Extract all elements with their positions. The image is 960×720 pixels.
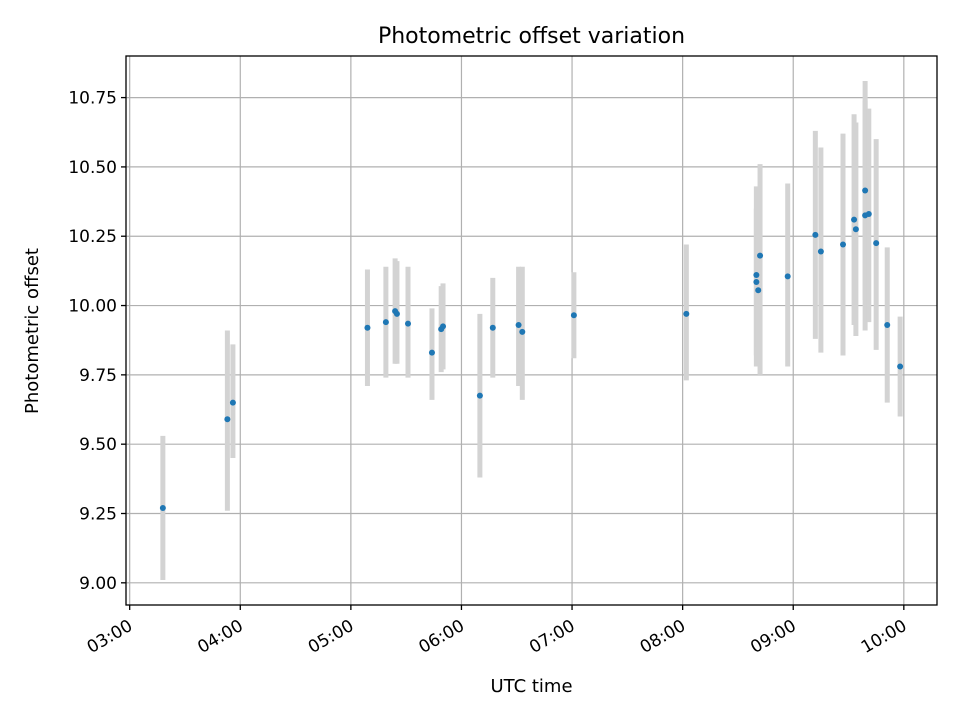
point-layer bbox=[159, 187, 904, 511]
data-point bbox=[784, 273, 791, 280]
data-point bbox=[515, 321, 522, 328]
data-point bbox=[897, 363, 904, 370]
data-point bbox=[364, 324, 371, 331]
data-point bbox=[159, 504, 166, 511]
data-point bbox=[393, 310, 400, 317]
data-point bbox=[755, 287, 762, 294]
data-point bbox=[570, 312, 577, 319]
data-point bbox=[873, 240, 880, 247]
y-tick-label: 10.25 bbox=[68, 227, 117, 247]
data-point bbox=[852, 226, 859, 233]
x-axis-label: UTC time bbox=[490, 676, 572, 697]
chart-title: Photometric offset variation bbox=[378, 24, 685, 49]
data-point bbox=[753, 278, 760, 285]
y-tick-label: 10.75 bbox=[68, 89, 117, 109]
y-tick-label: 9.00 bbox=[79, 574, 117, 594]
data-point bbox=[440, 323, 447, 330]
data-point bbox=[865, 211, 872, 218]
y-tick-label: 10.00 bbox=[68, 297, 117, 317]
data-point bbox=[224, 416, 231, 423]
data-point bbox=[839, 241, 846, 248]
data-point bbox=[757, 252, 764, 259]
y-tick-label: 9.75 bbox=[79, 366, 117, 386]
data-point bbox=[476, 392, 483, 399]
data-point bbox=[683, 310, 690, 317]
grid-layer bbox=[126, 56, 937, 605]
y-tick-label: 9.50 bbox=[79, 435, 117, 455]
data-point bbox=[753, 272, 760, 279]
data-point bbox=[862, 187, 869, 194]
data-point bbox=[489, 324, 496, 331]
data-point bbox=[519, 328, 526, 335]
data-point bbox=[851, 216, 858, 223]
y-axis-label: Photometric offset bbox=[22, 248, 43, 414]
data-point bbox=[405, 320, 412, 327]
y-tick-label: 9.25 bbox=[79, 505, 117, 525]
data-point bbox=[428, 349, 435, 356]
data-point bbox=[229, 399, 236, 406]
data-point bbox=[817, 248, 824, 255]
data-point bbox=[884, 321, 891, 328]
plot-frame bbox=[125, 55, 938, 606]
data-point bbox=[812, 231, 819, 238]
data-point bbox=[382, 319, 389, 326]
y-tick-label: 10.50 bbox=[68, 158, 117, 178]
